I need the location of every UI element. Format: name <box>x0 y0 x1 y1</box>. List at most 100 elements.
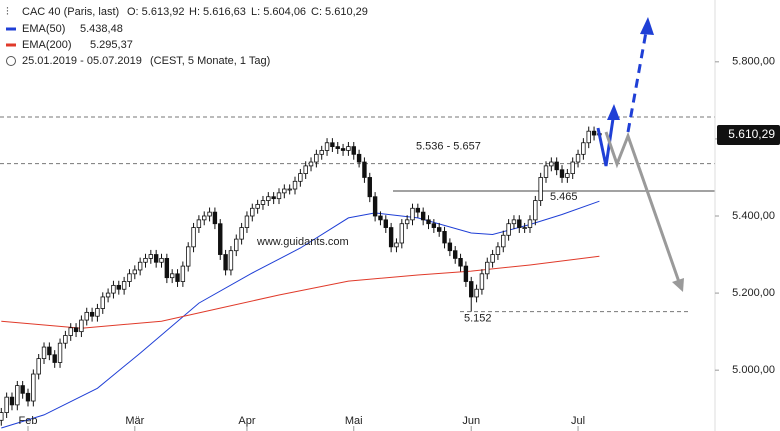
candle-body <box>63 335 68 344</box>
candle-body <box>436 227 442 232</box>
candle-body <box>591 130 597 136</box>
candle-body <box>153 254 159 263</box>
last-price-box <box>717 124 780 145</box>
candle-body <box>356 153 362 163</box>
x-tick-label: Jun <box>462 415 480 427</box>
y-tick-label: 5.200,00 <box>732 287 775 299</box>
candle-body <box>420 211 426 221</box>
candle-body <box>474 288 479 298</box>
candle-body <box>415 207 421 213</box>
candle-body <box>314 153 319 163</box>
instrument-title: CAC 40 (Paris, last) <box>22 6 119 18</box>
candle-body <box>570 161 575 174</box>
candle-body <box>287 188 292 191</box>
ohlc-label: H: 5.616,63 <box>189 6 246 18</box>
plot-area: 5.536 - 5.657 5.465 5.152 <box>0 116 715 429</box>
candle-body <box>586 130 591 144</box>
candle-body <box>469 281 474 298</box>
legend-value: 5.438,48 <box>80 23 123 35</box>
candle-body <box>159 257 164 263</box>
scenario-arrows <box>596 17 684 292</box>
candle-body <box>346 146 351 151</box>
support-label: 5.152 <box>464 312 492 324</box>
icon: ⫶ <box>6 6 9 18</box>
x-tick-label: Mär <box>125 415 144 427</box>
candle-body <box>0 412 4 421</box>
candle-body <box>538 177 543 201</box>
candle-body <box>565 173 570 178</box>
candle-body <box>148 254 154 259</box>
candle-body <box>228 250 234 271</box>
candle-body <box>89 311 95 317</box>
candle-body <box>223 254 228 271</box>
candle-body <box>399 223 405 244</box>
candle-body <box>164 257 170 279</box>
candle-body <box>517 219 522 228</box>
candle-body <box>175 273 180 282</box>
candle-body <box>324 142 330 151</box>
candle-body <box>559 169 565 178</box>
candle-body <box>95 308 100 317</box>
candle-body <box>543 165 549 178</box>
resistance-label: 5.536 - 5.657 <box>416 140 481 152</box>
x-tick-label: Apr <box>238 415 255 427</box>
legend-background <box>0 0 330 70</box>
candle-body <box>186 246 191 267</box>
candle-body <box>308 161 314 167</box>
candle-body <box>9 396 15 406</box>
candle-body <box>319 150 324 155</box>
candle-body <box>453 250 458 259</box>
candle-body <box>388 227 394 248</box>
candle-body <box>298 173 303 182</box>
candle-body <box>47 346 52 356</box>
candle-body <box>362 161 367 178</box>
candle-body <box>180 265 186 282</box>
candle-body <box>52 354 57 363</box>
candle-body <box>485 261 490 275</box>
candle-body <box>127 273 132 282</box>
ohlc-label: C: 5.610,29 <box>311 6 368 18</box>
candle-body <box>335 146 340 149</box>
candle-body <box>132 269 138 275</box>
candle-body <box>196 219 202 228</box>
candle-body <box>372 196 378 217</box>
candle-body <box>202 215 207 221</box>
candle-body <box>266 196 271 201</box>
candle-body <box>511 219 517 225</box>
candle-body <box>68 327 73 336</box>
candle-body <box>234 238 239 252</box>
candle-body <box>25 392 31 402</box>
y-tick-label: 5.000,00 <box>732 364 775 376</box>
arrow-head <box>607 104 620 120</box>
arrow-head <box>672 278 684 292</box>
candle-body <box>442 231 447 244</box>
candle-body <box>426 219 431 225</box>
candle-body <box>212 211 218 225</box>
candle-body <box>191 227 196 248</box>
candle-body <box>575 153 581 163</box>
candle-body <box>410 207 415 221</box>
y-tick-label: 5.800,00 <box>732 56 775 68</box>
candle-body <box>554 161 559 171</box>
last-price-label: 5.610,29 <box>728 127 775 141</box>
x-tick-label: Jul <box>571 415 585 427</box>
candle-body <box>250 207 255 217</box>
ema-line <box>1 255 600 329</box>
candle-body <box>41 346 47 360</box>
arrow-head <box>640 17 654 35</box>
candle-body <box>522 227 527 229</box>
candle-body <box>431 223 437 228</box>
candle-body <box>367 177 372 198</box>
gray-arrow <box>604 131 681 283</box>
period: 25.01.2019 - 05.07.2019 <box>22 55 142 67</box>
candle-body <box>463 265 469 282</box>
candle-body <box>447 242 453 252</box>
candle-body <box>100 296 105 309</box>
candle-body <box>282 188 287 194</box>
candle-body <box>84 311 89 321</box>
candle-body <box>4 396 9 413</box>
candle-body <box>79 319 84 333</box>
candle-body <box>116 284 121 290</box>
x-tick-label: Mai <box>345 415 363 427</box>
candle-body <box>36 358 41 375</box>
